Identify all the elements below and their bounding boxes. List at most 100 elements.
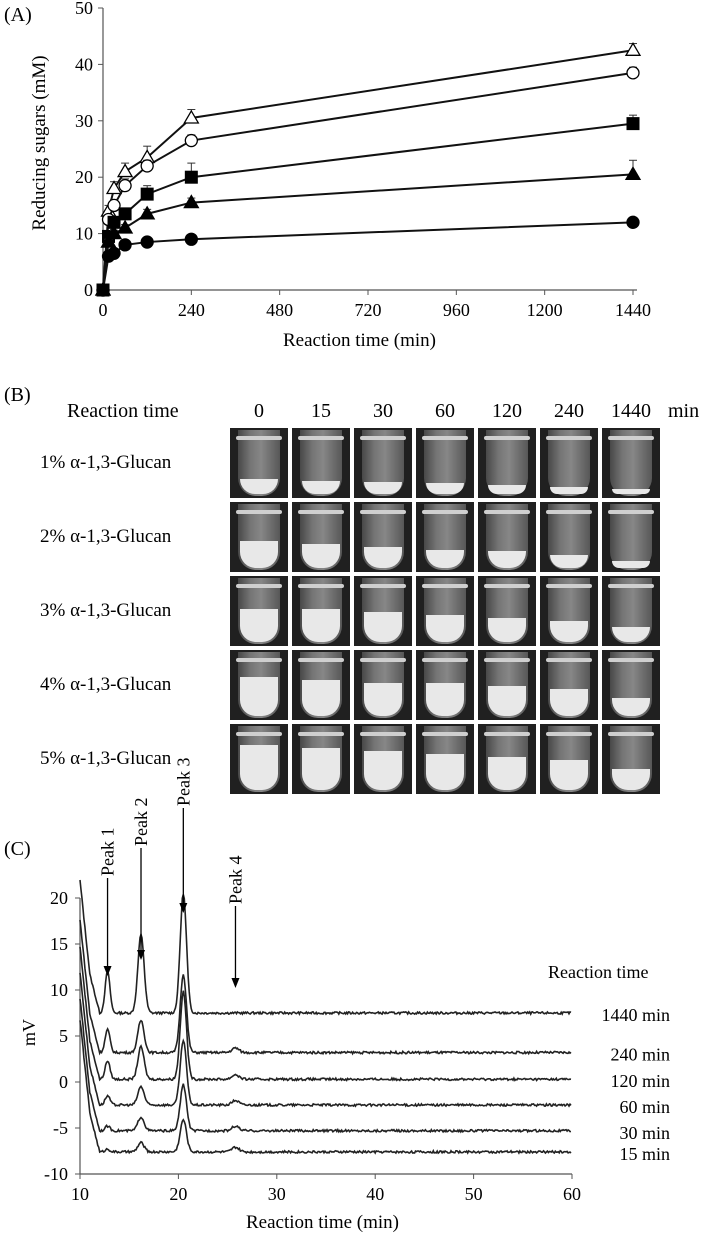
tube-body — [610, 430, 652, 496]
data-point — [626, 215, 640, 229]
peak-arrowhead — [179, 903, 188, 913]
tube-photo — [416, 428, 474, 498]
data-point — [100, 233, 117, 248]
tube-photo — [292, 650, 350, 720]
liquid-surface — [236, 510, 282, 514]
glucan-sediment — [550, 760, 588, 790]
glucan-sediment — [488, 618, 526, 642]
peak-annotation: Peak 3 — [173, 758, 193, 807]
peak-annotation: Peak 2 — [131, 798, 151, 847]
liquid-surface — [298, 584, 344, 588]
glucan-sediment — [364, 751, 402, 790]
tube-photo — [478, 428, 536, 498]
tube-photo — [292, 576, 350, 646]
tube-photo — [354, 576, 412, 646]
glucan-sediment — [488, 686, 526, 716]
liquid-surface — [236, 732, 282, 736]
data-point — [140, 159, 154, 173]
y-tick-label: 30 — [75, 111, 93, 131]
peak-arrowhead — [231, 978, 240, 988]
tube-body — [610, 504, 652, 570]
x-tick-label: 0 — [99, 300, 108, 320]
photo-column-label: 120 — [492, 400, 522, 422]
tube-photo — [416, 724, 474, 794]
liquid-surface — [484, 658, 530, 662]
data-point — [116, 219, 134, 234]
liquid-surface — [360, 658, 406, 662]
trace-label: 15 min — [619, 1144, 670, 1164]
tube-photo — [478, 502, 536, 572]
peak-annotation: Peak 1 — [98, 828, 118, 877]
data-point — [624, 166, 642, 181]
glucan-sediment — [364, 612, 402, 642]
liquid-surface — [608, 436, 654, 440]
y-tick-label: 50 — [75, 0, 93, 18]
photo-column-label: 30 — [373, 400, 393, 422]
glucan-sediment — [364, 482, 402, 494]
peak-arrowhead — [137, 950, 146, 960]
glucan-sediment — [302, 544, 340, 568]
photo-row-label: 5% α-1,3-Glucan — [40, 748, 172, 769]
photo-row-label: 4% α-1,3-Glucan — [40, 674, 172, 695]
chromatogram-trace — [79, 972, 572, 1108]
photo-column-label: 60 — [435, 400, 455, 422]
chromatogram-trace — [79, 946, 572, 1082]
photo-column-label: 240 — [554, 400, 584, 422]
liquid-surface — [484, 732, 530, 736]
liquid-surface — [422, 658, 468, 662]
tube-photo — [602, 650, 660, 720]
data-point — [96, 283, 110, 297]
trace-label: 60 min — [619, 1097, 670, 1117]
x-tick-label: 10 — [71, 1184, 89, 1204]
data-point — [118, 179, 132, 193]
photo-grid-header: Reaction time — [67, 400, 179, 422]
liquid-surface — [546, 510, 592, 514]
tube-body — [548, 430, 590, 496]
liquid-surface — [422, 436, 468, 440]
x-tick-label: 720 — [355, 300, 382, 320]
tube-photo — [230, 428, 288, 498]
glucan-sediment — [612, 769, 650, 790]
x-tick-label: 960 — [443, 300, 470, 320]
x-tick-label: 50 — [465, 1184, 483, 1204]
tube-photo — [540, 724, 598, 794]
glucan-sediment — [550, 555, 588, 568]
tube-photo — [602, 576, 660, 646]
data-point — [184, 232, 198, 246]
glucan-sediment — [612, 627, 650, 642]
y-tick-label: 20 — [50, 888, 68, 908]
tube-photo — [540, 502, 598, 572]
data-point — [118, 238, 132, 252]
liquid-surface — [236, 658, 282, 662]
glucan-sediment — [488, 757, 526, 790]
photo-row-label: 1% α-1,3-Glucan — [40, 452, 172, 473]
chart-a-xlabel: Reaction time (min) — [283, 330, 437, 351]
data-point — [183, 109, 200, 124]
glucan-sediment — [488, 551, 526, 568]
chart-a: 0 10 20 30 40 50 0 240 480 720 960 1200 1440 — [75, 0, 651, 320]
chart-c-xlabel: Reaction time (min) — [246, 1212, 400, 1233]
liquid-surface — [608, 732, 654, 736]
glucan-sediment — [550, 487, 588, 494]
glucan-sediment — [240, 745, 278, 790]
y-tick-label: 5 — [59, 1026, 68, 1046]
photo-row-label: 3% α-1,3-Glucan — [40, 600, 172, 621]
y-tick-label: -10 — [44, 1164, 68, 1184]
tube-photo — [354, 428, 412, 498]
trace-label: 1440 min — [601, 1005, 670, 1025]
liquid-surface — [360, 510, 406, 514]
data-point — [116, 163, 134, 178]
glucan-sediment — [488, 485, 526, 494]
liquid-surface — [484, 510, 530, 514]
tube-photo — [292, 724, 350, 794]
data-point — [624, 42, 642, 56]
tube-photo — [602, 502, 660, 572]
photo-column-label: 1440 — [611, 400, 651, 422]
liquid-surface — [298, 732, 344, 736]
x-tick-label: 1200 — [527, 300, 563, 320]
liquid-surface — [546, 658, 592, 662]
peak-annotation: Peak 4 — [225, 856, 245, 905]
liquid-surface — [298, 658, 344, 662]
tube-photo — [354, 724, 412, 794]
liquid-surface — [422, 510, 468, 514]
